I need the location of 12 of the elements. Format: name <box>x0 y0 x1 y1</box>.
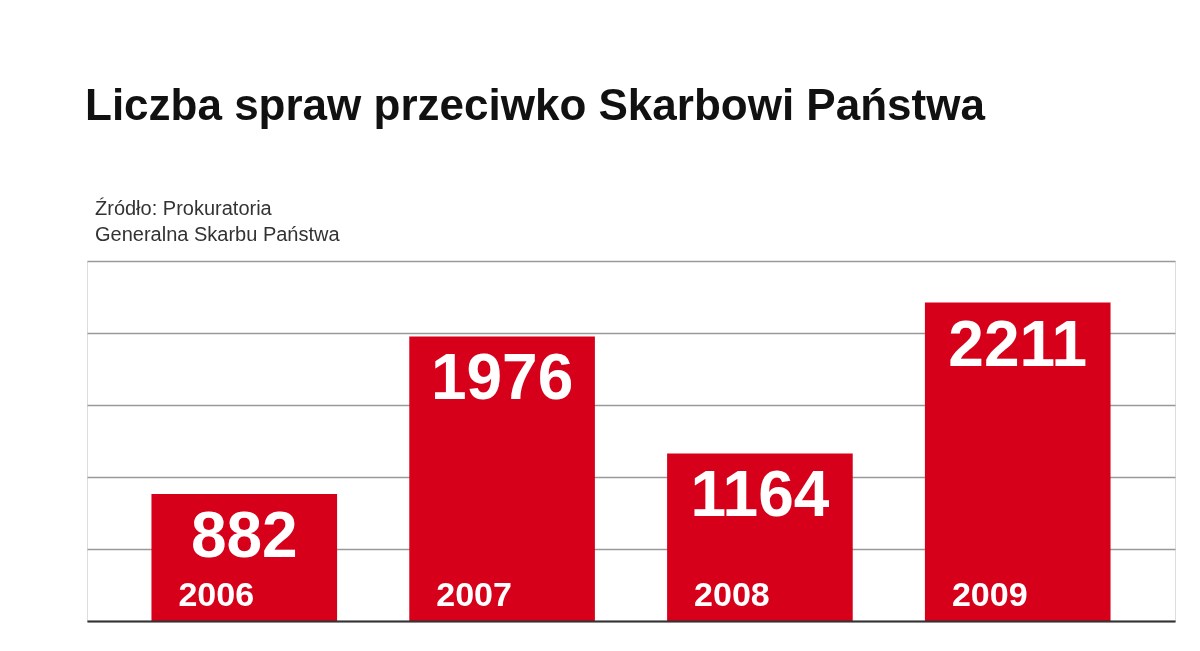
data-label: 1164 <box>690 458 830 531</box>
bar <box>924 302 1111 621</box>
data-label: 2211 <box>948 307 1088 380</box>
bar <box>409 336 595 621</box>
x-tick-label: 2008 <box>694 575 770 613</box>
data-label: 882 <box>190 498 298 571</box>
x-tick-label: 2007 <box>436 575 512 613</box>
chart-title: Liczba spraw przeciwko Skarbowi Państwa <box>85 80 986 129</box>
text: Źródło: Prokuratoria Generalna Skarbu Państwa <box>95 197 341 245</box>
x-tick-label: 2006 <box>178 575 255 613</box>
data-label: 1976 <box>430 341 574 414</box>
x-tick-label: 2009 <box>951 575 1028 613</box>
